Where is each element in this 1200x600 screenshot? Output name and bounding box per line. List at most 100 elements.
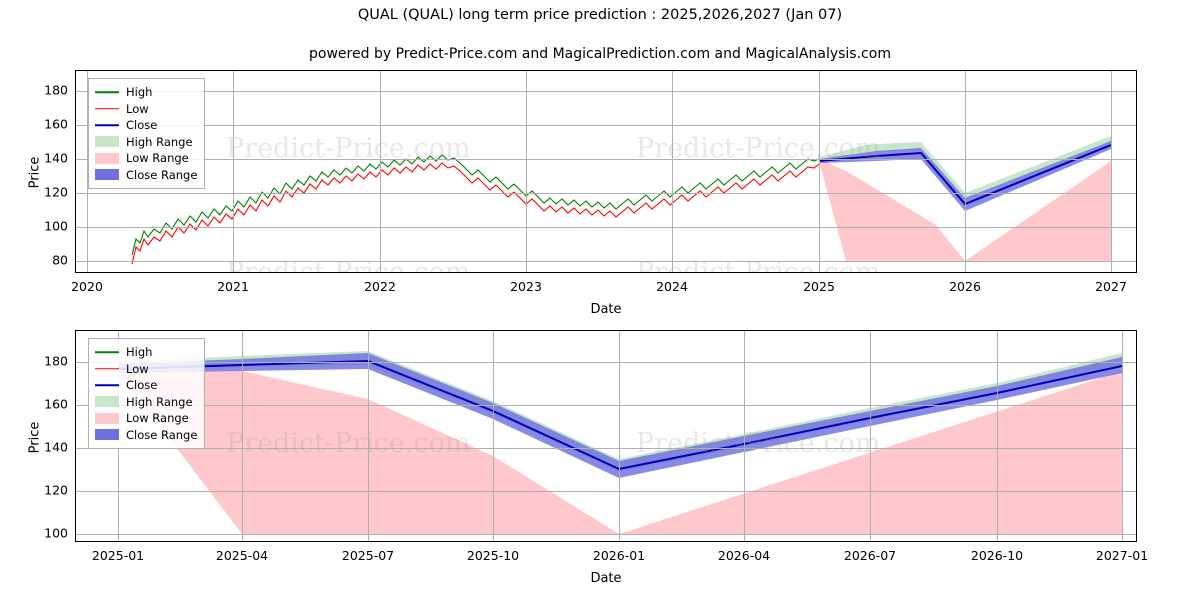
legend-swatch-low-range bbox=[95, 152, 119, 164]
gridline bbox=[76, 405, 1136, 406]
legend-swatch-close bbox=[95, 120, 119, 131]
y-tick-top: 180 bbox=[44, 82, 68, 98]
gridline bbox=[87, 71, 88, 272]
legend-label-close: Close bbox=[126, 378, 158, 392]
gridline bbox=[76, 261, 1136, 262]
gridline bbox=[76, 193, 1136, 194]
x-tick-top: 2022 bbox=[364, 279, 396, 294]
page-subtitle: powered by Predict-Price.com and Magical… bbox=[309, 46, 891, 62]
gridline bbox=[76, 491, 1136, 492]
gridline bbox=[242, 331, 243, 541]
x-tick-top: 2025 bbox=[803, 279, 835, 294]
legend-label-low: Low bbox=[126, 101, 149, 116]
legend-label-high-range: High Range bbox=[126, 134, 193, 149]
gridline bbox=[744, 331, 745, 541]
legend-swatch-close-range bbox=[95, 429, 119, 441]
legend-item-low-range: Low Range bbox=[95, 410, 197, 427]
x-tick-top: 2020 bbox=[71, 279, 103, 294]
low-range-band bbox=[819, 159, 1111, 261]
legend-swatch-high bbox=[95, 87, 119, 98]
legend-swatch-close-range bbox=[95, 169, 119, 181]
low-series-line bbox=[131, 162, 820, 265]
x-tick-top: 2021 bbox=[217, 279, 249, 294]
y-tick-top: 140 bbox=[44, 150, 68, 166]
gridline bbox=[997, 331, 998, 541]
x-tick-top: 2027 bbox=[1095, 279, 1127, 294]
legend-item-close-range: Close Range bbox=[95, 167, 197, 184]
x-tick-top: 2023 bbox=[510, 279, 542, 294]
gridline bbox=[76, 534, 1136, 535]
legend-item-close: Close bbox=[95, 117, 197, 134]
y-axis-label-top: Price bbox=[27, 156, 43, 189]
gridline bbox=[619, 331, 620, 541]
y-axis-label-bottom: Price bbox=[27, 421, 43, 454]
gridline bbox=[76, 227, 1136, 228]
legend-label-low: Low bbox=[126, 361, 149, 376]
legend-label-close: Close bbox=[126, 118, 158, 132]
x-tick-bottom: 2026-10 bbox=[970, 548, 1024, 563]
legend-label-high: High bbox=[126, 345, 153, 359]
legend-swatch-low bbox=[95, 103, 119, 114]
bottom-chart-legend: High Low Close High Range Low Range bbox=[88, 338, 206, 449]
legend-label-close-range: Close Range bbox=[126, 167, 198, 182]
top-chart-panel: Predict-Price.com Predict-Price.com Pred… bbox=[75, 70, 1137, 273]
x-tick-bottom: 2025-01 bbox=[91, 548, 145, 563]
gridline bbox=[526, 71, 527, 272]
gridline bbox=[965, 71, 966, 272]
legend-item-high: High bbox=[95, 344, 197, 361]
gridline bbox=[233, 71, 234, 272]
legend-swatch-close bbox=[95, 380, 119, 391]
y-tick-top: 120 bbox=[44, 184, 68, 200]
top-chart-svg bbox=[131, 136, 1112, 265]
gridline bbox=[76, 91, 1136, 92]
x-axis-label-top: Date bbox=[590, 302, 622, 317]
gridline bbox=[672, 71, 673, 272]
legend-swatch-high-range bbox=[95, 396, 119, 408]
legend-item-close: Close bbox=[95, 377, 197, 394]
high-series-line bbox=[131, 154, 820, 256]
legend-swatch-low bbox=[95, 363, 119, 374]
x-tick-top: 2026 bbox=[949, 279, 981, 294]
legend-label-low-range: Low Range bbox=[126, 411, 189, 425]
gridline bbox=[76, 125, 1136, 126]
gridline bbox=[870, 331, 871, 541]
top-chart-legend: High Low Close High Range Low Range bbox=[88, 78, 206, 189]
gridline bbox=[819, 71, 820, 272]
close-range-band bbox=[819, 141, 1111, 211]
bottom-chart-panel: Predict-Price.com Predict-Price.com High… bbox=[75, 330, 1137, 542]
legend-item-high-range: High Range bbox=[95, 134, 197, 151]
legend-item-low-range: Low Range bbox=[95, 150, 197, 167]
legend-swatch-high-range bbox=[95, 136, 119, 148]
x-axis-label-bottom: Date bbox=[590, 571, 622, 586]
legend-label-low-range: Low Range bbox=[126, 151, 189, 165]
x-tick-bottom: 2026-04 bbox=[717, 548, 771, 563]
gridline bbox=[368, 331, 369, 541]
gridline bbox=[76, 448, 1136, 449]
legend-label-high: High bbox=[126, 85, 153, 99]
x-tick-bottom: 2026-07 bbox=[843, 548, 897, 563]
legend-label-close-range: Close Range bbox=[126, 427, 198, 442]
close-series-line bbox=[818, 144, 1112, 206]
y-tick-top: 80 bbox=[52, 252, 68, 268]
gridline bbox=[1122, 331, 1123, 541]
legend-item-high: High bbox=[95, 84, 197, 101]
legend-item-close-range: Close Range bbox=[95, 427, 197, 444]
page-title: QUAL (QUAL) long term price prediction :… bbox=[357, 7, 843, 23]
x-tick-top: 2024 bbox=[656, 279, 688, 294]
legend-swatch-low-range bbox=[95, 412, 119, 424]
legend-item-high-range: High Range bbox=[95, 394, 197, 411]
y-tick-top: 160 bbox=[44, 116, 68, 132]
legend-item-low: Low bbox=[95, 361, 197, 378]
gridline bbox=[1111, 71, 1112, 272]
x-tick-bottom: 2027-01 bbox=[1095, 548, 1149, 563]
y-tick-bottom: 140 bbox=[44, 439, 68, 455]
y-tick-top: 100 bbox=[44, 218, 68, 234]
y-tick-bottom: 180 bbox=[44, 353, 68, 369]
legend-item-low: Low bbox=[95, 101, 197, 118]
low-range-band bbox=[118, 369, 1122, 534]
gridline bbox=[493, 331, 494, 541]
gridline bbox=[76, 159, 1136, 160]
x-tick-bottom: 2025-07 bbox=[341, 548, 395, 563]
x-tick-bottom: 2025-10 bbox=[466, 548, 520, 563]
